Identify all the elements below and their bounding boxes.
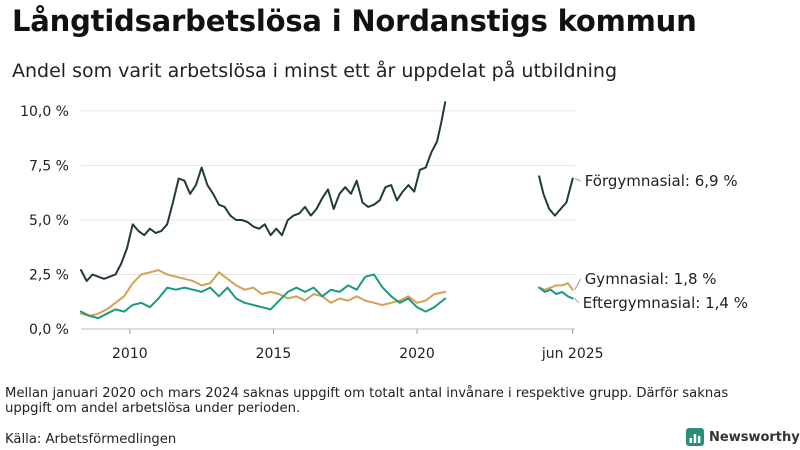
- y-tick-label: 0,0 %: [29, 322, 69, 338]
- source-text: Källa: Arbetsförmedlingen: [5, 432, 177, 447]
- x-tick-label: 2015: [256, 346, 292, 362]
- series-label-förgymnasial: Förgymnasial: 6,9 %: [585, 172, 738, 190]
- x-axis: 2010 2015 2020 jun 2025: [112, 329, 604, 362]
- newsworthy-icon: [686, 428, 704, 446]
- brand-name: Newsworthy: [709, 429, 800, 445]
- series-label-eftergymnasial: Eftergymnasial: 1,4 %: [583, 294, 748, 312]
- y-tick-label: 7,5 %: [29, 158, 69, 174]
- series-end-labels: Förgymnasial: 6,9 % Gymnasial: 1,8 % Efter…: [574, 172, 748, 312]
- chart-subtitle: Andel som varit arbetslösa i minst ett å…: [12, 60, 618, 82]
- brand-logo: Newsworthy: [686, 428, 800, 446]
- series-lines: [80, 101, 574, 320]
- series-line-gymnasial-1: [538, 282, 574, 291]
- y-axis: 0,0 % 2,5 % 5,0 % 7,5 % 10,0 %: [20, 104, 69, 338]
- chart-title: Långtidsarbetslösa i Nordanstigs kommun: [12, 4, 697, 38]
- y-tick-label: 2,5 %: [29, 267, 69, 283]
- footnote: Mellan januari 2020 och mars 2024 saknas…: [5, 386, 729, 416]
- line-chart: 0,0 % 2,5 % 5,0 % 7,5 % 10,0 % 2010 2015 2020 j…: [20, 101, 748, 362]
- series-line-eftergymnasial-1: [538, 286, 574, 300]
- x-tick-label: 2020: [399, 346, 435, 362]
- label-leader-line: [574, 298, 580, 304]
- series-label-gymnasial: Gymnasial: 1,8 %: [585, 270, 717, 288]
- series-line-eftergymnasial-0: [80, 273, 447, 320]
- gridlines: [81, 110, 575, 330]
- y-tick-label: 5,0 %: [29, 213, 69, 229]
- x-tick-label: jun 2025: [541, 346, 604, 362]
- label-leader-line: [574, 178, 581, 182]
- y-tick-label: 10,0 %: [20, 104, 69, 120]
- label-leader-line: [574, 278, 582, 290]
- series-line-gymnasial-0: [80, 269, 447, 317]
- series-line-förgymnasial-1: [538, 175, 574, 217]
- x-tick-label: 2010: [112, 346, 148, 362]
- series-line-förgymnasial-0: [80, 101, 447, 282]
